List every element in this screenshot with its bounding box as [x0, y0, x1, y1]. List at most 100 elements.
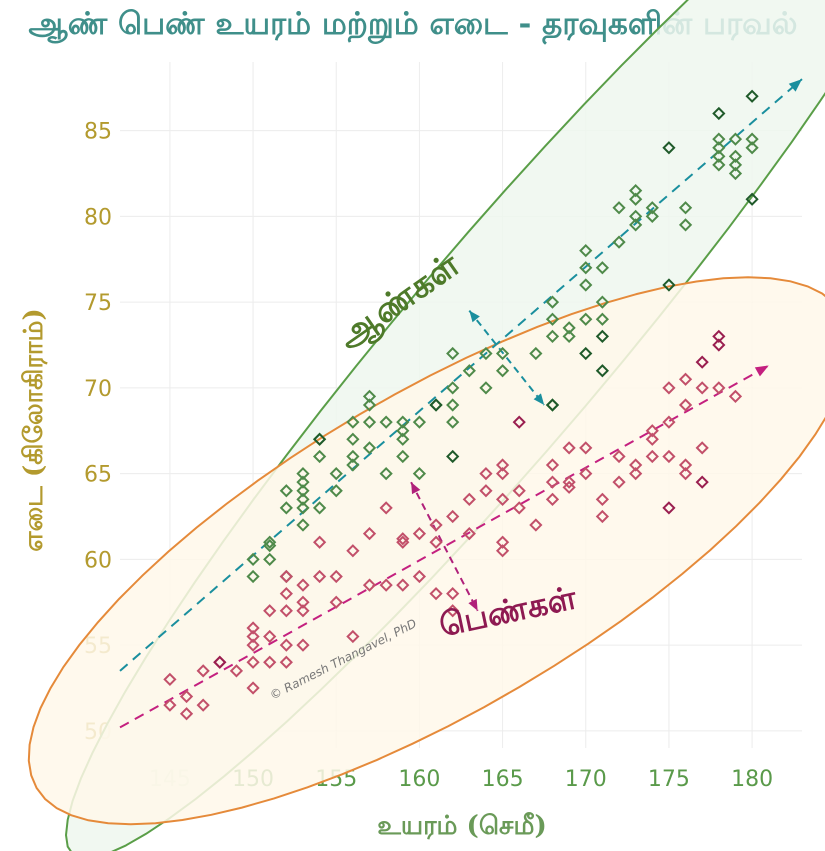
- women-data-point: [562, 475, 576, 489]
- women-data-point: [379, 501, 393, 515]
- women-data-point: [562, 441, 576, 455]
- women-data-point: [545, 492, 560, 506]
- women-data-point: [279, 655, 293, 669]
- x-axis-label: உயரம் (செமீ): [377, 811, 547, 841]
- women-data-point: [629, 458, 643, 472]
- men-data-point: [346, 415, 360, 429]
- women-data-point: [562, 480, 576, 494]
- men-data-point: [412, 415, 427, 429]
- men-data-point: [379, 415, 393, 429]
- men-data-point: [312, 501, 327, 515]
- men-data-point: [595, 261, 610, 275]
- women-data-point: [695, 381, 709, 395]
- women-data-point: [329, 569, 343, 584]
- men-data-point: [629, 184, 643, 198]
- men-data-point: [529, 346, 543, 361]
- women-data-point: [229, 664, 244, 678]
- x-tick-label: 170: [565, 767, 607, 792]
- men-data-point: [745, 132, 759, 146]
- men-data-point: [296, 466, 310, 481]
- women-data-point: [163, 672, 177, 687]
- x-tick-label: 160: [398, 767, 440, 792]
- women-data-point: [296, 604, 310, 618]
- women-data-point: [296, 595, 310, 609]
- men-data-point: [728, 158, 743, 172]
- women-data-point: [279, 638, 293, 652]
- women-data-point: [429, 535, 443, 549]
- men-data-point: [346, 458, 360, 472]
- women-data-point: [595, 509, 610, 524]
- men-data-point: [263, 535, 277, 549]
- women-data-point: [462, 527, 476, 541]
- men-data-point: [678, 201, 693, 215]
- men-data-point: [645, 209, 659, 223]
- men-data-point: [595, 295, 610, 309]
- women-data-point: [579, 441, 593, 455]
- men-data-point: [745, 89, 759, 103]
- men-data-point: [662, 278, 676, 292]
- men-data-point: [379, 466, 393, 481]
- men-data-point: [728, 132, 743, 146]
- men-data-point: [296, 484, 310, 498]
- women-data-point: [446, 604, 460, 618]
- men-data-point: [545, 295, 560, 309]
- men-data-point: [362, 415, 377, 429]
- women-data-point: [512, 501, 526, 515]
- women-trend-arrowhead: [754, 365, 769, 377]
- y-axis-label: எடை (கிலோகிராம்): [19, 308, 49, 551]
- men-spread-arrow: [468, 310, 545, 406]
- men-data-point: [712, 141, 726, 155]
- women-data-point: [662, 381, 676, 395]
- women-data-point: [662, 449, 676, 464]
- men-data-point: [612, 235, 626, 249]
- women-data-point: [379, 578, 393, 592]
- men-data-point: [545, 329, 560, 344]
- men-spread-arrowhead: [533, 393, 545, 405]
- men-data-point: [396, 432, 410, 446]
- women-data-point: [213, 655, 227, 669]
- men-data-point: [312, 449, 327, 464]
- women-data-point: [495, 466, 510, 481]
- women-data-point: [545, 458, 560, 472]
- women-data-point: [396, 578, 410, 592]
- men-data-point: [662, 141, 676, 155]
- women-data-point: [695, 441, 709, 455]
- women-data-point: [312, 535, 327, 549]
- men-data-point: [279, 501, 293, 515]
- cluster-ellipses: [27, 0, 825, 851]
- men-data-point: [446, 381, 460, 395]
- women-data-point: [196, 698, 210, 712]
- women-data-point: [712, 329, 726, 344]
- women-data-point: [246, 629, 260, 644]
- men-data-point: [346, 449, 360, 464]
- women-data-point: [629, 466, 643, 481]
- women-data-point: [479, 484, 493, 498]
- women-ellipse: [27, 276, 825, 826]
- women-spread-arrow: [410, 481, 479, 612]
- women-data-point: [429, 518, 443, 532]
- men-data-point: [579, 346, 593, 361]
- women-data-point: [312, 569, 327, 584]
- men-data-point: [412, 466, 427, 481]
- men-data-point: [462, 364, 476, 378]
- men-data-point: [745, 192, 759, 206]
- women-data-point: [479, 466, 493, 481]
- men-data-point: [595, 312, 610, 326]
- x-tick-label: 180: [731, 767, 773, 792]
- women-data-point: [279, 587, 293, 601]
- women-data-point: [529, 518, 543, 532]
- women-data-point: [662, 501, 676, 515]
- women-data-point: [712, 338, 726, 352]
- men-data-point: [446, 346, 460, 361]
- men-data-point: [495, 346, 510, 361]
- women-data-point: [495, 544, 510, 558]
- women-data-point: [279, 604, 293, 618]
- women-data-point: [362, 578, 377, 592]
- women-data-point: [678, 398, 693, 412]
- women-data-point: [645, 449, 659, 464]
- men-data-point: [446, 398, 460, 412]
- women-data-point: [645, 432, 659, 446]
- men-spread-arrowhead: [469, 310, 480, 323]
- men-data-point: [479, 381, 493, 395]
